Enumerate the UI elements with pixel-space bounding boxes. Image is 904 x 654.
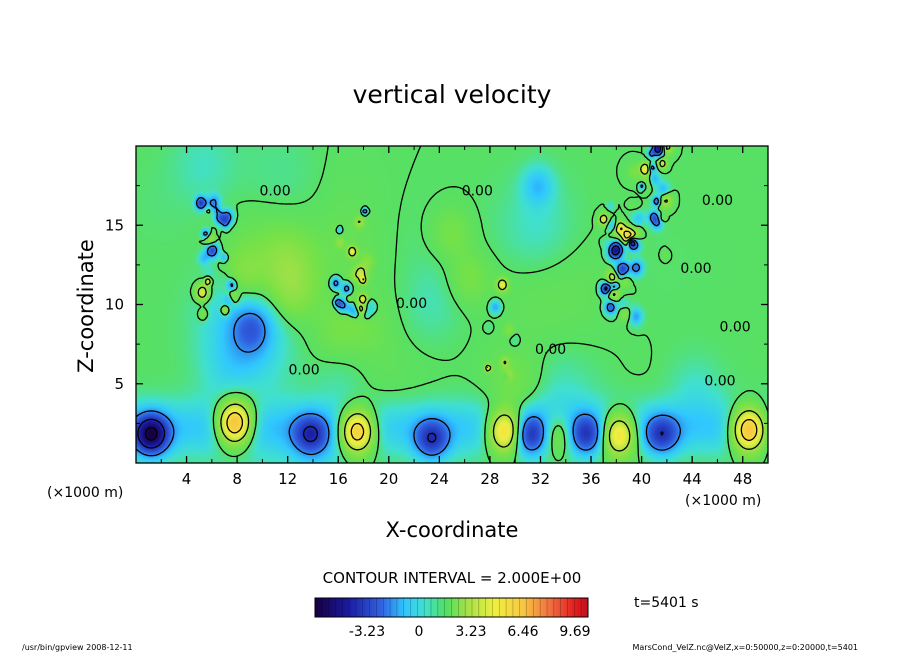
contour-line bbox=[189, 146, 768, 463]
contour-label: 0.00 bbox=[396, 296, 427, 312]
y-tick-label: 5 bbox=[114, 375, 124, 393]
contour-label: 0.00 bbox=[259, 183, 290, 199]
x-tick-label: 44 bbox=[683, 470, 702, 488]
x-tick-label: 4 bbox=[182, 470, 192, 488]
x-axis-ticks: 4 8 12 16 20 24 28 32 36 40 44 48 bbox=[160, 146, 752, 488]
x-tick-label: 36 bbox=[581, 470, 600, 488]
contour-label: 0.00 bbox=[462, 183, 493, 199]
contour-label: 0.00 bbox=[720, 320, 751, 336]
x-tick-label: 8 bbox=[232, 470, 242, 488]
contour-line bbox=[136, 146, 682, 457]
x-axis-unit-left: (×1000 m) bbox=[47, 485, 123, 501]
x-axis-label: X-coordinate bbox=[386, 518, 519, 542]
y-axis-ticks: 5 10 15 bbox=[105, 185, 768, 424]
footer-left: /usr/bin/gpview 2008-12-11 bbox=[22, 643, 133, 652]
plot-field: 0.00 0.00 0.00 0.00 0.00 0.00 0.00 0.00 0.00 bbox=[136, 146, 768, 463]
y-tick-label: 10 bbox=[105, 296, 124, 314]
contour-label: 0.00 bbox=[680, 261, 711, 277]
colorbar-tick-label: 0 bbox=[415, 624, 424, 640]
colorbar-tick-label: 6.46 bbox=[507, 624, 538, 640]
x-tick-label: 32 bbox=[531, 470, 550, 488]
contour-label-group: 0.00 0.00 0.00 0.00 0.00 0.00 0.00 0.00 0.00 bbox=[259, 183, 750, 389]
y-axis-label: Z-coordinate bbox=[74, 239, 98, 373]
contour-interval-text: CONTOUR INTERVAL = 2.000E+00 bbox=[323, 569, 582, 587]
x-tick-label: 28 bbox=[480, 470, 499, 488]
x-tick-label: 48 bbox=[733, 470, 752, 488]
x-tick-label: 20 bbox=[379, 470, 398, 488]
contour-lines bbox=[136, 146, 768, 463]
x-tick-label: 12 bbox=[278, 470, 297, 488]
contour-line bbox=[137, 146, 664, 449]
contour-label: 0.00 bbox=[704, 374, 735, 390]
chart-title: vertical velocity bbox=[353, 80, 552, 109]
x-tick-label: 16 bbox=[329, 470, 348, 488]
colorbar-tick-label: 9.69 bbox=[559, 624, 590, 640]
x-axis-unit-right: (×1000 m) bbox=[685, 493, 761, 509]
footer-right: MarsCond_VelZ.nc@VelZ,x=0:50000,z=0:2000… bbox=[633, 643, 859, 652]
contour-label: 0.00 bbox=[535, 342, 566, 358]
contour-label: 0.00 bbox=[289, 362, 320, 378]
velocity-heatmap bbox=[136, 146, 768, 463]
x-tick-label: 24 bbox=[430, 470, 449, 488]
contour-line bbox=[144, 426, 158, 441]
contour-label: 0.00 bbox=[702, 193, 733, 209]
colorbar-tick-label: 3.23 bbox=[455, 624, 486, 640]
colorbar-tick-label: -3.23 bbox=[349, 624, 385, 640]
colorbar-stripes bbox=[321, 598, 582, 617]
y-tick-label: 15 bbox=[105, 216, 124, 234]
colorbar bbox=[314, 597, 589, 618]
colorbar-ticks: -3.23 0 3.23 6.46 9.69 bbox=[349, 624, 591, 640]
time-label: t=5401 s bbox=[634, 595, 699, 611]
x-tick-label: 40 bbox=[632, 470, 651, 488]
contour-line bbox=[226, 227, 758, 441]
